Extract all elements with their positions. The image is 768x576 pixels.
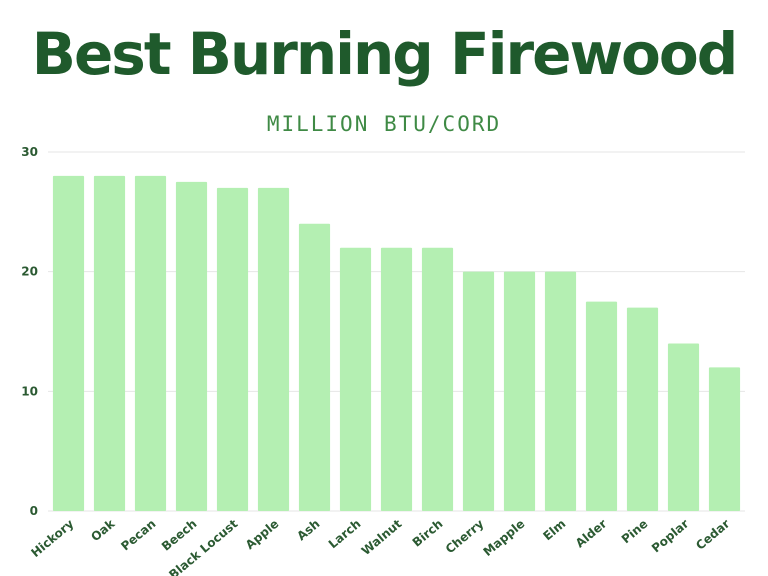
- y-tick-label: 10: [21, 384, 38, 398]
- bar-oak: [93, 175, 126, 511]
- x-tick-label: Alder: [573, 517, 610, 551]
- x-tick-label: Cedar: [693, 517, 732, 553]
- x-tick-label: Elm: [540, 517, 568, 544]
- y-tick-label: 0: [30, 504, 38, 518]
- x-tick-label: Apple: [243, 517, 282, 553]
- y-axis-ticks: 0 10 20 30: [21, 145, 38, 518]
- bar-pecan: [134, 175, 167, 511]
- x-tick-label: Cherry: [443, 516, 487, 556]
- bar-apple: [257, 187, 290, 511]
- bar-ash: [298, 223, 331, 512]
- bar-alder: [585, 301, 618, 511]
- bar-hickory: [52, 175, 85, 511]
- bar-beech: [175, 181, 208, 511]
- bar-cedar: [708, 367, 741, 511]
- chart-subtitle: MILLION BTU/CORD: [266, 112, 502, 136]
- bar-walnut: [380, 247, 413, 511]
- chart-title: Best Burning Firewood: [31, 20, 739, 88]
- bar-black-locust: [216, 187, 249, 511]
- bar-elm: [544, 271, 577, 511]
- x-tick-label: Hickory: [28, 516, 76, 560]
- y-tick-label: 30: [21, 145, 38, 159]
- x-tick-label: Mapple: [481, 517, 528, 560]
- bar-poplar: [667, 343, 700, 511]
- y-tick-label: 20: [21, 265, 38, 279]
- x-tick-label: Poplar: [649, 517, 692, 556]
- x-tick-label: Oak: [88, 516, 118, 544]
- bar-birch: [421, 247, 454, 511]
- x-tick-label: Pine: [619, 517, 651, 547]
- x-tick-label: Pecan: [118, 517, 158, 554]
- bar-larch: [339, 247, 372, 511]
- x-tick-label: Black Locust: [166, 516, 240, 576]
- x-tick-label: Walnut: [359, 516, 405, 558]
- bars: [52, 175, 741, 512]
- bar-pine: [626, 307, 659, 511]
- x-tick-label: Ash: [294, 517, 322, 544]
- x-tick-label: Larch: [326, 517, 364, 552]
- x-tick-label: Birch: [410, 517, 446, 550]
- bar-cherry: [462, 271, 495, 511]
- bar-mapple: [503, 271, 536, 511]
